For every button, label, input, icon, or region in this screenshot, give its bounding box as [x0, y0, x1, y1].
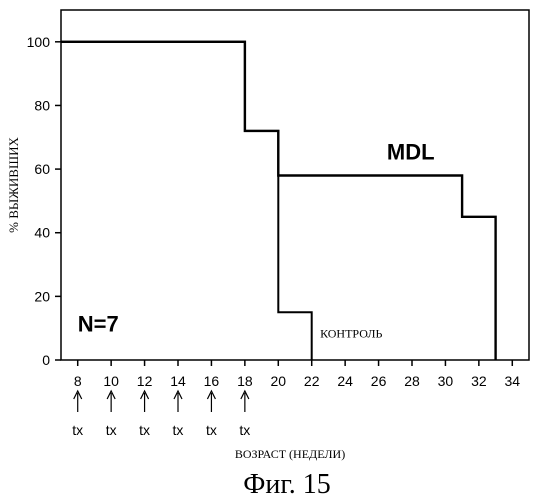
annotation-label: КОНТРОЛЬ	[320, 327, 382, 341]
y-tick-label: 80	[34, 97, 50, 113]
x-tick-label: 24	[337, 373, 353, 389]
x-tick-label: 18	[237, 373, 253, 389]
plot-frame	[60, 9, 530, 361]
x-axis-label: ВОЗРАСТ (НЕДЕЛИ)	[235, 447, 345, 461]
treatment-label: tx	[173, 422, 184, 438]
annotations: N=7 MDL КОНТРОЛЬ	[78, 140, 435, 341]
treatment-marker: tx	[72, 389, 83, 438]
x-tick-label: 32	[471, 373, 487, 389]
figure-caption: Фиг. 15	[243, 469, 330, 500]
arrow-head	[140, 389, 150, 400]
y-tick-label: 60	[34, 161, 50, 177]
treatment-marker: tx	[106, 389, 117, 438]
x-tick-label: 16	[204, 373, 220, 389]
treatment-label: tx	[106, 422, 117, 438]
x-axis: 8 10 12 14 16 18 20 22 24 26 28 30 32 34	[74, 360, 520, 389]
arrow-head	[240, 389, 250, 400]
treatment-marker: tx	[139, 389, 150, 438]
treatment-marker: tx	[206, 389, 217, 438]
treatment-label: tx	[139, 422, 150, 438]
x-tick-label: 28	[404, 373, 420, 389]
treatment-marker: tx	[239, 389, 250, 438]
series-line-control	[61, 40, 313, 360]
treatment-markers: tx tx tx tx tx tx	[72, 389, 250, 438]
treatment-label: tx	[72, 422, 83, 438]
series-lines	[61, 40, 497, 360]
y-tick-label: 20	[34, 288, 50, 304]
annotation-label: N=7	[78, 311, 119, 336]
treatment-marker: tx	[173, 389, 184, 438]
arrow-head	[106, 389, 116, 400]
annotation-label: MDL	[387, 140, 435, 165]
treatment-label: tx	[206, 422, 217, 438]
y-tick-label: 0	[42, 352, 50, 368]
x-tick-label: 12	[137, 373, 153, 389]
x-tick-label: 10	[103, 373, 119, 389]
x-tick-label: 20	[270, 373, 286, 389]
x-tick-label: 34	[504, 373, 520, 389]
y-tick-label: 100	[27, 34, 51, 50]
x-tick-label: 22	[304, 373, 320, 389]
treatment-label: tx	[239, 422, 250, 438]
x-tick-label: 8	[74, 373, 82, 389]
y-tick-label: 40	[34, 225, 50, 241]
x-tick-label: 30	[438, 373, 454, 389]
arrow-head	[73, 389, 83, 400]
arrow-head	[173, 389, 183, 400]
arrow-head	[206, 389, 216, 400]
x-tick-label: 26	[371, 373, 387, 389]
y-axis: 0 20 40 60 80 100	[27, 34, 61, 368]
x-tick-label: 14	[170, 373, 186, 389]
y-axis-label: % ВЫЖИВШИХ	[6, 137, 21, 233]
